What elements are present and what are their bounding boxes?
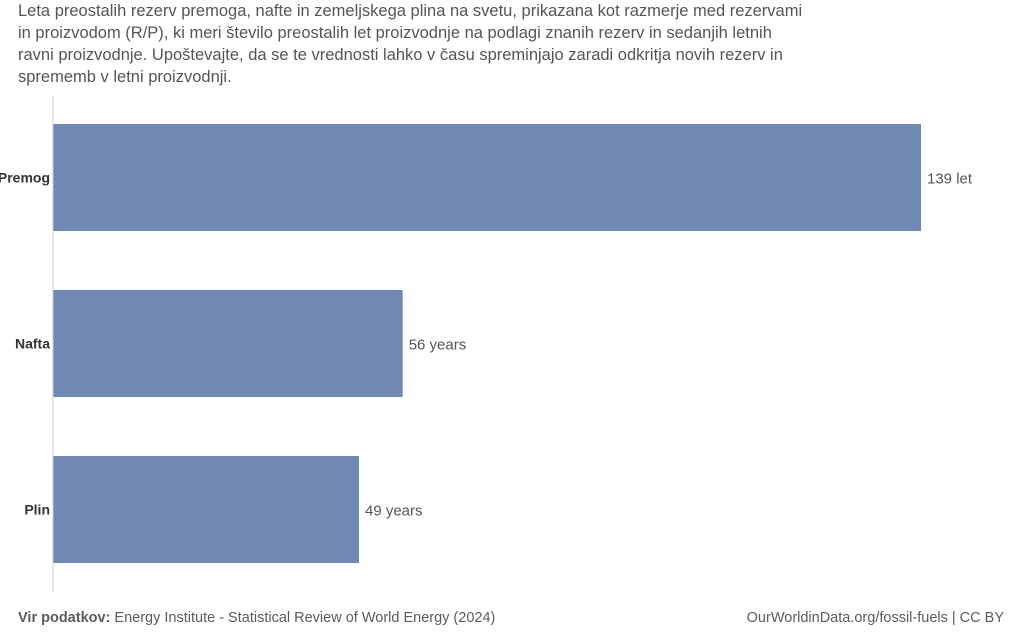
- subtitle-line-2: in proizvodom (R/P), ki meri število pre…: [18, 24, 772, 42]
- source-label: Vir podatkov:: [18, 610, 111, 626]
- category-label-nafta: Nafta: [15, 336, 50, 352]
- chart-subtitle: Leta preostalih rezerv premoga, nafte in…: [18, 0, 878, 88]
- bar-chart: Premog 139 let Nafta 56 years Plin 49 years: [0, 96, 973, 592]
- subtitle-line-3: ravni proizvodnje. Upoštevajte, da se te…: [18, 46, 783, 64]
- value-label-nafta: 56 years: [409, 337, 467, 354]
- subtitle-line-1: Leta preostalih rezerv premoga, nafte in…: [18, 2, 803, 20]
- source-text: Energy Institute - Statistical Review of…: [114, 610, 496, 626]
- value-label-premog: 139 let: [927, 171, 973, 188]
- category-label-premog: Premog: [0, 170, 50, 186]
- category-label-plin: Plin: [24, 502, 50, 518]
- bar-plin[interactable]: [53, 456, 359, 563]
- bar-nafta[interactable]: [53, 290, 403, 397]
- source-note: Vir podatkov: Energy Institute - Statist…: [18, 610, 495, 626]
- subtitle-line-4: sprememb v letni proizvodnji.: [18, 68, 232, 86]
- bar-premog[interactable]: [53, 124, 921, 231]
- credit-link[interactable]: OurWorldinData.org/fossil-fuels | CC BY: [746, 610, 1004, 626]
- value-label-plin: 49 years: [365, 503, 423, 520]
